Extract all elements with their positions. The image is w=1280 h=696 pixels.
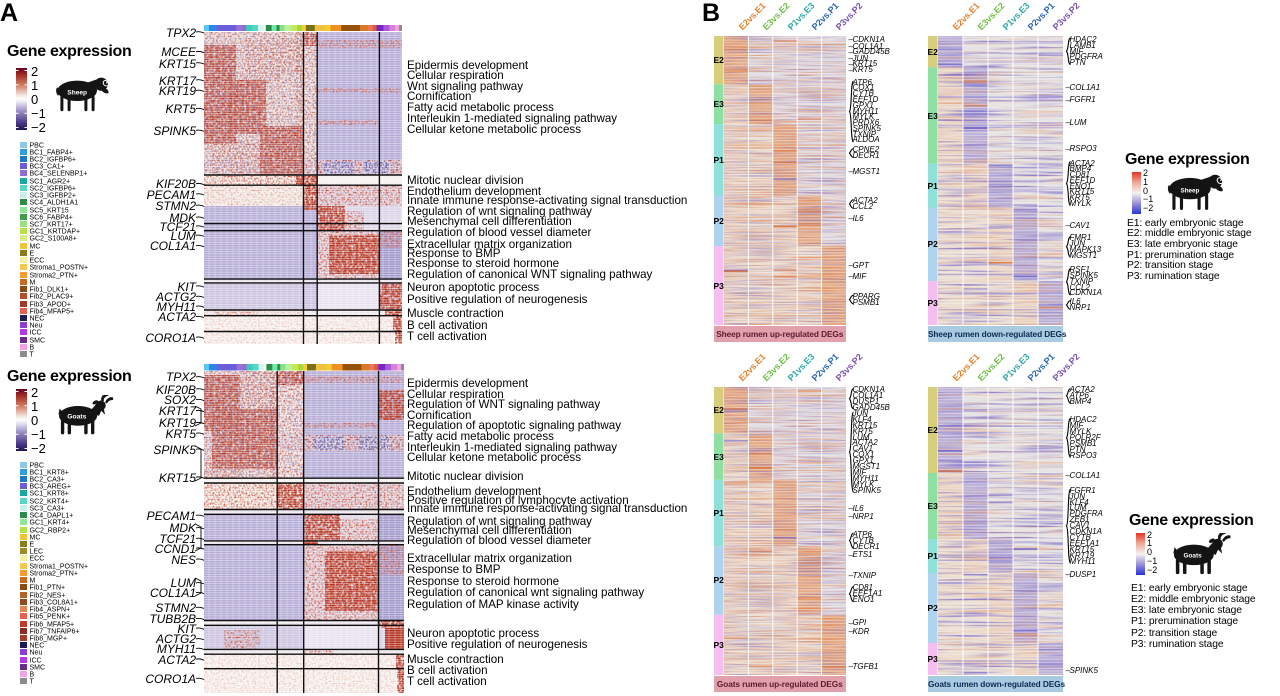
svg-text:Goats: Goats bbox=[1183, 552, 1202, 559]
svg-text:Sheep: Sheep bbox=[1181, 187, 1200, 194]
svg-text:Goats: Goats bbox=[67, 413, 86, 420]
svg-text:Sheep: Sheep bbox=[67, 89, 87, 96]
